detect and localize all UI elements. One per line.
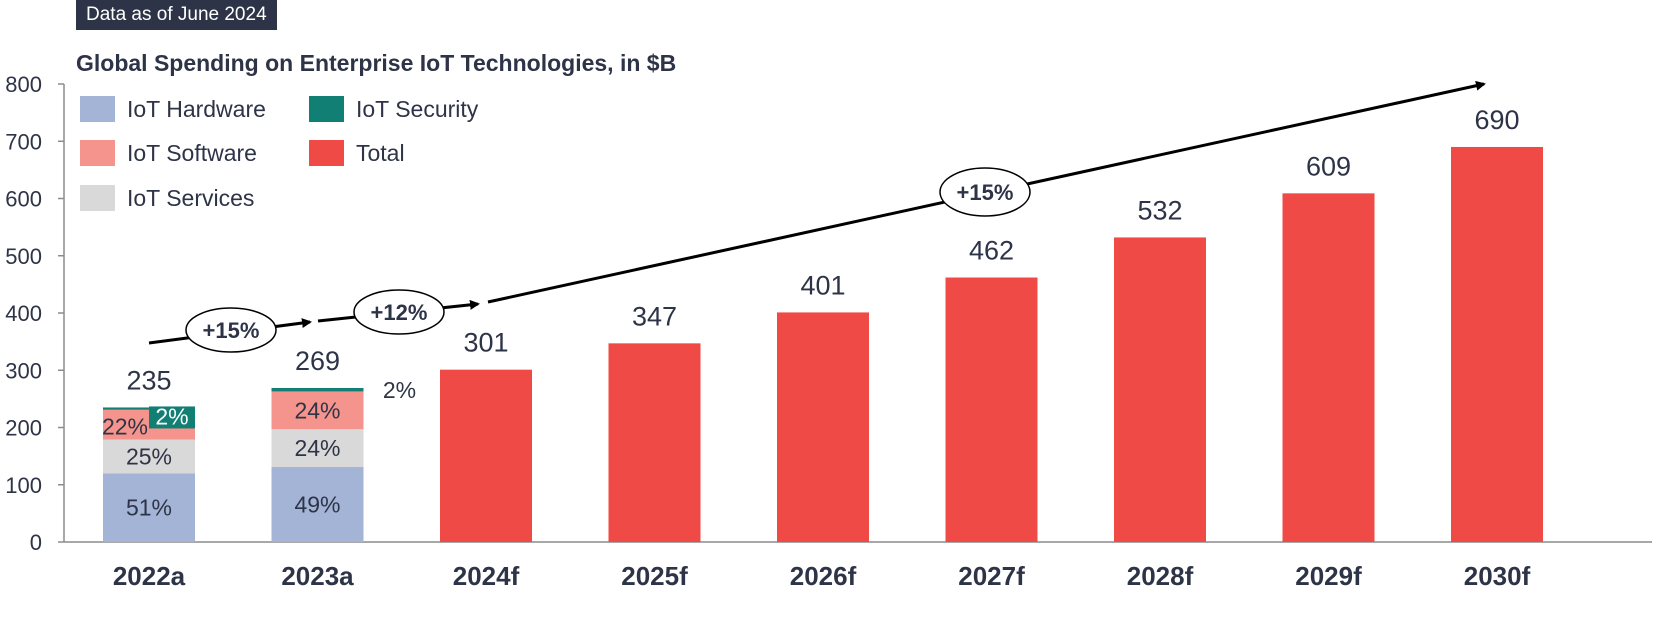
- y-tick-label: 600: [5, 187, 42, 212]
- chart-title: Global Spending on Enterprise IoT Techno…: [76, 50, 677, 76]
- total-bar: [608, 343, 701, 542]
- legend-swatch-software: [80, 140, 115, 166]
- date-badge: Data as of June 2024: [76, 0, 277, 30]
- bar-total-label: 690: [1474, 105, 1519, 135]
- legend-swatch-total: [309, 140, 344, 166]
- y-tick-label: 300: [5, 358, 42, 383]
- legend-label-security: IoT Security: [356, 96, 479, 122]
- segment-label-services: 25%: [126, 443, 172, 469]
- segment-label-security: 2%: [155, 403, 188, 429]
- y-tick-label: 0: [30, 530, 42, 555]
- growth-bubble: [353, 289, 445, 335]
- segment-label-security: 2%: [383, 377, 416, 403]
- x-tick-label: 2024f: [453, 561, 520, 591]
- total-bar: [777, 312, 869, 542]
- total-bar: [440, 369, 532, 542]
- total-bar: [1114, 237, 1206, 542]
- bar-total-label: 347: [632, 301, 677, 331]
- bar-segment-hardware: [103, 473, 195, 542]
- x-tick-label: 2029f: [1295, 561, 1362, 591]
- y-tick-label: 700: [5, 129, 42, 154]
- legend-swatch-security: [309, 96, 344, 122]
- legend-swatch-services: [80, 185, 115, 211]
- segment-label-services: 24%: [294, 435, 340, 461]
- x-tick-label: 2023a: [281, 561, 354, 591]
- growth-annotations: +15% +12% +15%: [148, 80, 1486, 353]
- legend-swatch-hardware: [80, 96, 115, 122]
- x-tick-label: 2027f: [958, 561, 1025, 591]
- bar-labels: 235 269 51% 25% 22% 2% 49% 24% 24% 2% 301 347 401 462…: [102, 105, 1520, 521]
- x-tick-label: 2030f: [1464, 561, 1531, 591]
- y-tick-label: 800: [5, 72, 42, 97]
- total-bar: [945, 277, 1038, 542]
- segment-label-software: 22%: [102, 414, 148, 440]
- total-bar: [1282, 193, 1375, 542]
- segment-label-hardware: 51%: [126, 495, 172, 521]
- bar-segment-services: [271, 429, 364, 468]
- x-tick-label: 2025f: [621, 561, 688, 591]
- legend-label-hardware: IoT Hardware: [127, 96, 266, 122]
- total-bar: [1451, 146, 1543, 542]
- growth-bubble: [939, 167, 1031, 217]
- growth-label: +15%: [957, 180, 1014, 205]
- bar-segment-hardware: [271, 467, 364, 542]
- bar-total-label: 301: [463, 328, 508, 358]
- segment-label-software: 24%: [294, 397, 340, 423]
- legend: IoT Hardware IoT Security IoT Software Tota…: [80, 96, 479, 211]
- growth-label: +15%: [203, 318, 260, 343]
- x-tick-label: 2022a: [113, 561, 186, 591]
- x-tick-label: 2026f: [790, 561, 857, 591]
- x-tick-label: 2028f: [1127, 561, 1194, 591]
- bar-segment-software: [271, 391, 364, 430]
- bar-total-label: 462: [969, 236, 1014, 266]
- bar-total-label: 609: [1306, 151, 1351, 181]
- y-tick-label: 500: [5, 244, 42, 269]
- legend-label-services: IoT Services: [127, 185, 254, 211]
- bar-total-label: 532: [1137, 195, 1182, 225]
- bar-total-label: 269: [295, 346, 340, 376]
- y-tick-label: 100: [5, 473, 42, 498]
- growth-label: +12%: [371, 300, 428, 325]
- bar-total-label: 401: [800, 270, 845, 300]
- growth-bubble: [185, 307, 277, 353]
- y-tick-label: 400: [5, 301, 42, 326]
- segment-label-hardware: 49%: [294, 492, 340, 518]
- bars: [103, 146, 1543, 542]
- bar-segment-security: [271, 387, 364, 392]
- y-tick-label: 200: [5, 416, 42, 441]
- bar-segment-services: [103, 439, 195, 474]
- legend-label-total: Total: [356, 140, 405, 166]
- axes: 0 100 200 300 400 500 600 700 800 2022a 2023a 2024f…: [5, 72, 1652, 591]
- security-callout-box: [149, 406, 195, 429]
- bar-total-label: 235: [126, 365, 171, 395]
- legend-label-software: IoT Software: [127, 140, 257, 166]
